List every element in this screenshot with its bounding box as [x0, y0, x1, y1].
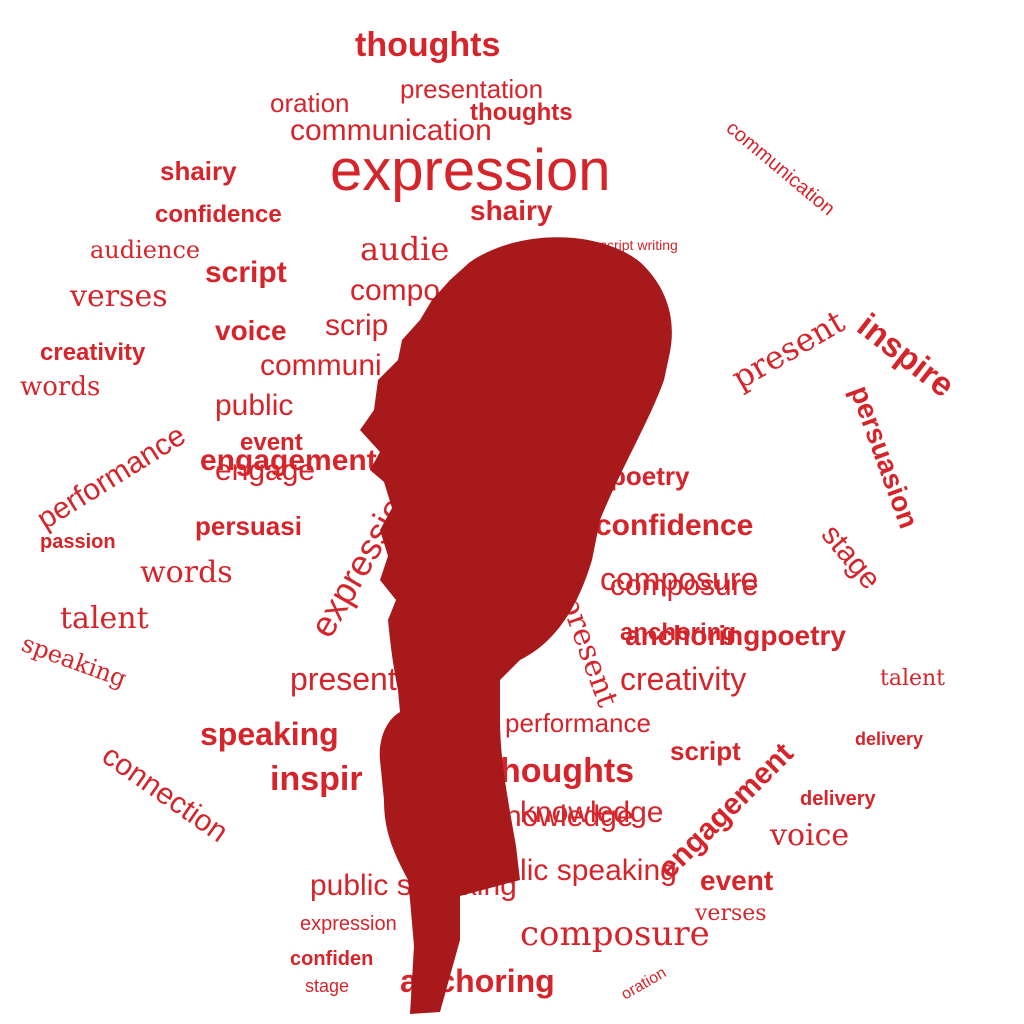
cloud-word: anchoringpoetry: [625, 620, 846, 651]
cloud-word: communi: [260, 349, 382, 382]
cloud-word: script: [205, 256, 287, 289]
cloud-word: persuasion: [844, 381, 924, 532]
cloud-word: oration: [270, 88, 350, 118]
cloud-word: thoughts: [355, 26, 500, 64]
cloud-word: expression: [330, 138, 610, 203]
cloud-word: compo: [350, 274, 440, 307]
cloud-word: composure: [600, 561, 758, 597]
cloud-word: creativity: [620, 661, 746, 697]
cloud-word: delivery: [800, 788, 876, 810]
cloud-word: knowledge: [520, 796, 663, 829]
microphone-silhouette-icon: [360, 237, 672, 1014]
cloud-word: nowledge: [505, 800, 633, 833]
cloud-word: communication: [722, 117, 839, 220]
cloud-word: passion: [40, 531, 116, 553]
cloud-word: speaking: [200, 716, 339, 752]
cloud-word: thoughts: [470, 99, 573, 126]
cloud-word: confidence: [155, 201, 282, 228]
cloud-word: persuasi: [195, 511, 302, 541]
cloud-word: audience: [90, 236, 200, 264]
cloud-word: confidence: [595, 509, 753, 542]
cloud-word: voice: [215, 315, 287, 346]
cloud-word: present: [725, 302, 851, 397]
cloud-word: words: [20, 372, 100, 402]
cloud-word: presentation: [400, 74, 543, 104]
cloud-word: performance: [505, 708, 651, 738]
cloud-word: stage: [305, 976, 349, 996]
cloud-word: performance: [31, 419, 191, 536]
cloud-word: voice: [769, 818, 849, 853]
cloud-word: inspir: [270, 760, 363, 798]
cloud-word: audie: [360, 230, 449, 268]
cloud-word: verses: [69, 279, 168, 314]
cloud-word: oration: [619, 964, 670, 1003]
cloud-word: connection: [96, 739, 234, 849]
cloud-word: engage: [215, 454, 315, 487]
cloud-word: expression: [300, 913, 397, 935]
cloud-word: speaking: [18, 629, 130, 693]
cloud-word: event: [700, 865, 773, 896]
cloud-word: delivery: [855, 729, 923, 749]
cloud-word: engagement: [200, 444, 377, 477]
cloud-word: verses: [694, 901, 767, 926]
cloud-word: creativity: [40, 339, 146, 366]
cloud-word: communication: [290, 114, 492, 147]
cloud-word: composure: [520, 914, 710, 954]
cloud-word: script: [670, 736, 741, 766]
cloud-word: words: [140, 555, 233, 590]
cloud-word: talent: [880, 666, 945, 691]
cloud-word: scrip: [325, 309, 388, 342]
cloud-word: stage: [815, 518, 887, 595]
cloud-word: talent: [60, 601, 149, 636]
cloud-word: shairy: [160, 156, 237, 186]
cloud-word: script writing: [600, 237, 678, 253]
cloud-word: composure: [610, 569, 758, 602]
cloud-word: anchoring: [620, 619, 736, 646]
cloud-word: event: [240, 429, 303, 456]
cloud-word: houghts: [500, 752, 634, 790]
cloud-word: confiden: [290, 948, 373, 970]
cloud-word: public: [215, 389, 293, 422]
cloud-word: shairy: [470, 195, 553, 226]
